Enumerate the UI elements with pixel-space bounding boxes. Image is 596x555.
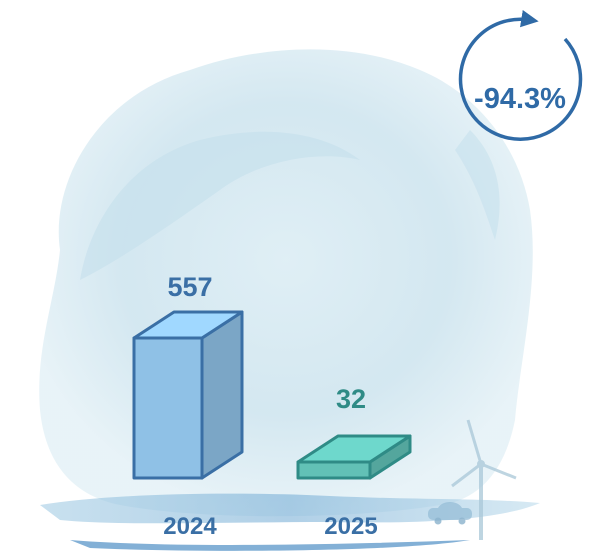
bar-front-2025 — [296, 460, 372, 480]
bar-2024 — [132, 310, 244, 480]
change-badge-value: -94.3% — [474, 83, 566, 115]
bar-front-2024 — [132, 336, 204, 480]
car-icon — [428, 502, 472, 525]
category-label-2025: 2025 — [324, 513, 377, 540]
change-badge: -94.3% — [458, 9, 583, 141]
value-label-2024: 557 — [167, 272, 212, 302]
bar-2025 — [296, 434, 412, 480]
watercolor-splash-icon — [39, 49, 533, 517]
value-label-2025: 32 — [336, 384, 366, 414]
ground-strip — [40, 493, 540, 551]
wind-turbine-icon — [451, 419, 517, 540]
bars-group — [132, 310, 412, 480]
category-label-2024: 2024 — [163, 513, 217, 540]
bar-top-2024 — [132, 310, 244, 340]
bar-side-2024 — [200, 310, 244, 480]
bar-top-2025 — [296, 434, 412, 464]
